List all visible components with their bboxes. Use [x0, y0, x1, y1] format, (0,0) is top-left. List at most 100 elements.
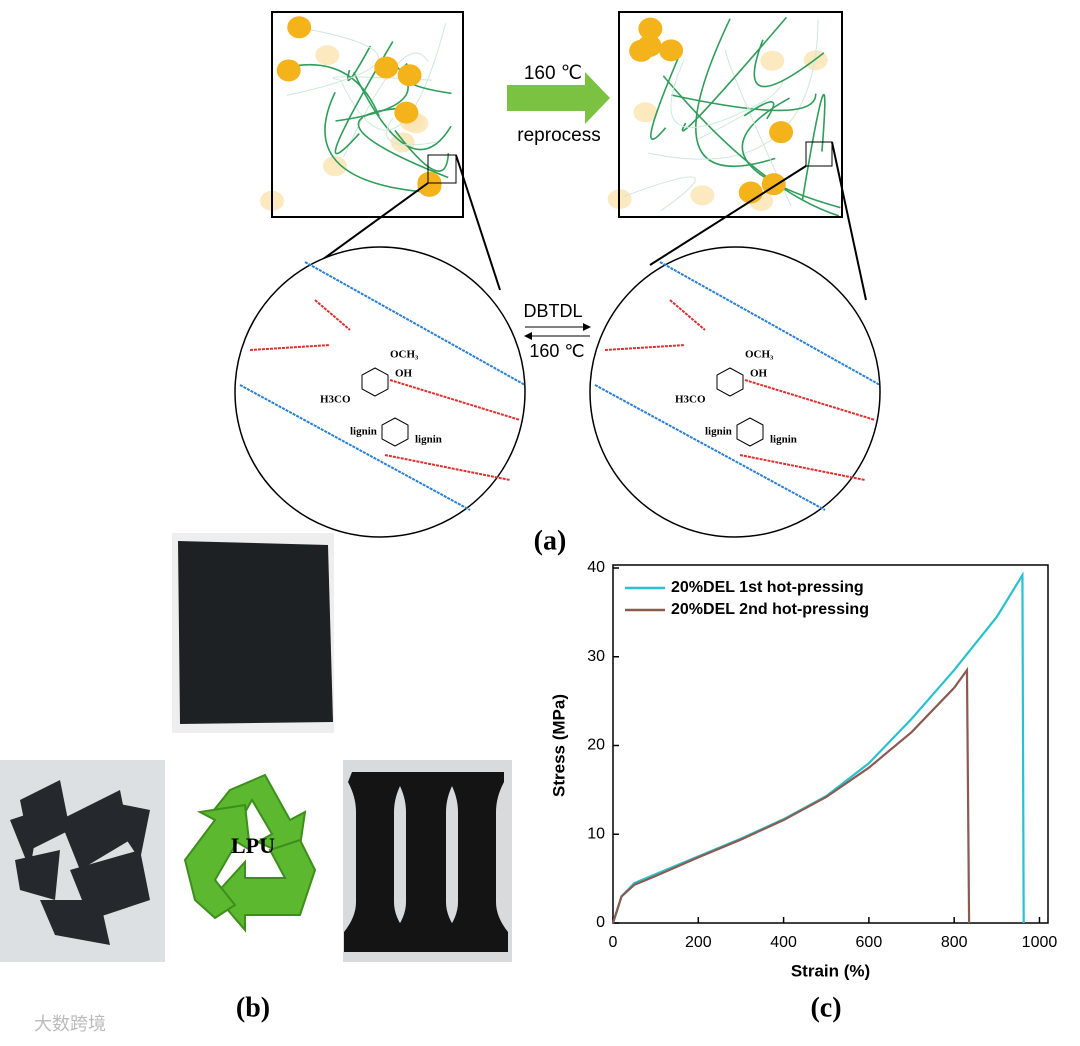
pale-domain — [633, 102, 658, 123]
y-tick-label: 10 — [587, 825, 605, 842]
chain — [346, 45, 372, 82]
arrow-label: reprocess — [517, 125, 600, 146]
crosslink — [394, 101, 419, 124]
ring — [361, 367, 389, 397]
chain — [753, 39, 825, 88]
legend-label: 20%DEL 1st hot-pressing — [671, 579, 864, 596]
chem-label: OCH₃ — [390, 349, 419, 361]
panel-label: (c) — [810, 992, 841, 1023]
chain — [334, 41, 394, 155]
chain — [386, 117, 437, 146]
chain — [695, 18, 776, 168]
temperature-label: 160 ℃ — [529, 341, 584, 361]
crosslink — [637, 34, 662, 57]
y-axis-label: Stress (MPa) — [549, 694, 568, 797]
sheet-photo — [178, 541, 333, 724]
x-tick-label: 800 — [941, 934, 968, 951]
panel-label: (b) — [236, 992, 270, 1023]
network-box — [618, 11, 843, 218]
x-tick-label: 200 — [685, 934, 712, 951]
process-arrow — [507, 72, 610, 124]
chain — [671, 93, 817, 112]
crosslink — [638, 17, 663, 40]
pale-domain — [322, 156, 347, 177]
chain — [725, 49, 792, 207]
ring — [381, 417, 409, 447]
chain-segment — [239, 384, 471, 511]
chart: 0 200 400 600 800 1000 0 10 20 30 40 Strain (%) Stre… — [549, 559, 1057, 980]
recycle-symbol — [183, 773, 317, 933]
chem-label: lignin — [705, 426, 732, 438]
series-line — [611, 666, 971, 924]
chain — [341, 23, 447, 131]
chain — [353, 72, 452, 151]
pale-domain — [760, 50, 785, 71]
chem-label: lignin — [350, 426, 377, 438]
chain — [662, 75, 840, 217]
crosslink — [374, 56, 399, 79]
chain-segment — [249, 344, 331, 351]
pieces-photo — [10, 780, 150, 945]
zoom-box — [805, 141, 833, 167]
chain-segment — [744, 379, 876, 421]
pale-domain — [690, 185, 715, 206]
ring — [736, 417, 764, 447]
network-box — [271, 11, 464, 218]
x-tick-label: 0 — [609, 934, 618, 951]
chain-segment — [604, 344, 686, 351]
crosslink — [397, 64, 422, 87]
chain — [623, 176, 696, 211]
y-tick-label: 0 — [596, 914, 605, 931]
dogbone-photo — [344, 772, 508, 952]
crosslink — [276, 59, 301, 82]
zoom-circle — [589, 246, 881, 538]
crosslink — [417, 174, 442, 197]
plot-frame — [612, 564, 1049, 924]
chain — [670, 60, 767, 128]
y-tick-label: 20 — [587, 737, 605, 754]
series-line — [611, 571, 1025, 924]
zoom-box — [427, 154, 457, 184]
y-tick-label: 40 — [587, 559, 605, 576]
chain-segment — [389, 379, 521, 421]
network-diagrams — [260, 16, 841, 217]
chem-label: OH — [395, 368, 413, 380]
catalyst-label: DBTDL — [523, 301, 582, 321]
chem-label: lignin — [770, 434, 797, 446]
zoom-line — [455, 154, 501, 291]
pale-domain — [315, 45, 340, 66]
chem-label: OCH₃ — [745, 349, 774, 361]
chem-label: lignin — [415, 434, 442, 446]
chem-label: H3CO — [320, 394, 351, 406]
chain-segment — [669, 299, 706, 331]
crosslink — [769, 121, 794, 144]
chain — [286, 27, 379, 96]
chain — [743, 101, 775, 120]
chain — [681, 16, 788, 132]
chain — [324, 91, 424, 193]
chain — [801, 93, 826, 200]
ring — [716, 367, 744, 397]
chem-label: H3CO — [675, 394, 706, 406]
chain-segment — [594, 384, 826, 511]
chain-segment — [659, 261, 881, 386]
crosslink — [287, 16, 312, 39]
chain — [394, 129, 450, 172]
arrow-label: 160 ℃ — [524, 63, 582, 84]
x-tick-label: 600 — [856, 934, 883, 951]
x-tick-label: 1000 — [1022, 934, 1058, 951]
recycle-label: LPU — [231, 833, 275, 858]
chemistry: OCH₃ OH H3CO lignin lignin OCH₃ OH H3CO lignin li… — [239, 261, 881, 511]
chain-segment — [304, 261, 526, 386]
x-axis-label: Strain (%) — [791, 961, 870, 980]
panel-label: (a) — [534, 525, 567, 556]
chain-segment — [739, 454, 866, 481]
chain — [650, 57, 680, 140]
x-tick-label: 400 — [770, 934, 797, 951]
chem-label: OH — [750, 368, 768, 380]
zoom-line — [314, 182, 429, 266]
zoom-circle — [234, 246, 526, 538]
chain-segment — [314, 299, 351, 331]
chain-segment — [384, 454, 511, 481]
